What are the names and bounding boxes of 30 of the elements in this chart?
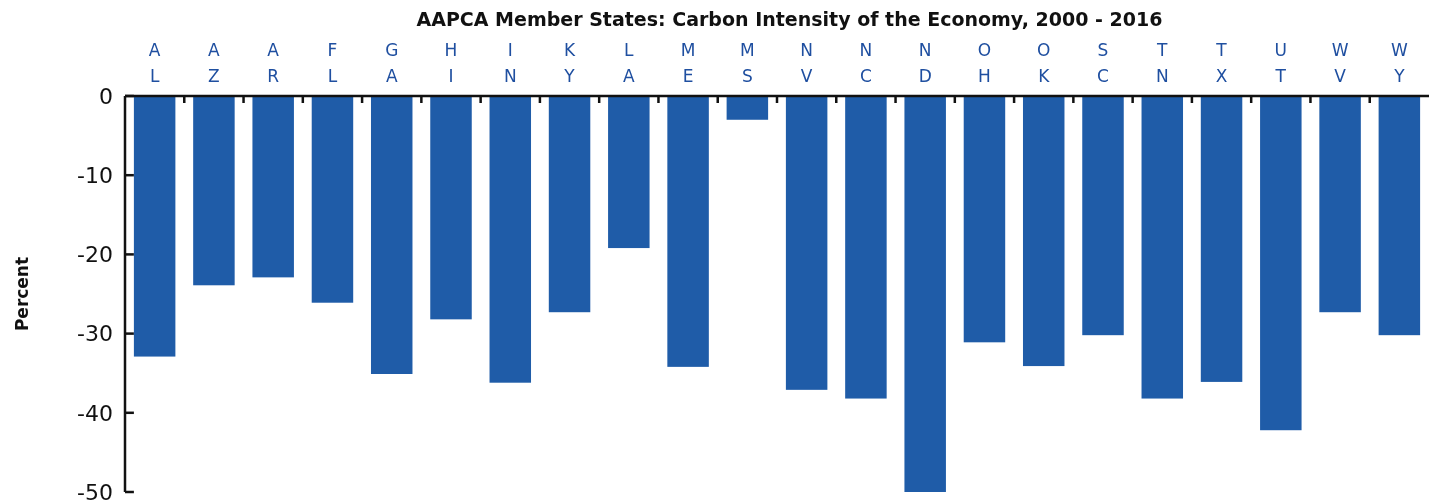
y-tick-label: 0 (99, 83, 113, 109)
x-tick-label: OK (1037, 40, 1051, 86)
x-tick-label: OH (977, 40, 992, 86)
y-axis-title: Percent (12, 256, 32, 332)
x-tick-label: IN (503, 40, 517, 86)
x-tick-label: NV (800, 40, 813, 86)
x-tick-label: AZ (208, 40, 221, 86)
x-tick-label: AR (267, 40, 280, 86)
x-tick-label: FL (327, 40, 338, 86)
x-tick-label: HI (444, 40, 458, 86)
x-tick-label: KY (563, 40, 576, 86)
x-tick-label: GA (385, 40, 399, 86)
x-tick-label: WY (1390, 40, 1408, 86)
y-tick-label: -30 (77, 321, 113, 347)
x-tick-label: WV (1331, 40, 1349, 86)
y-tick-label: -10 (77, 162, 113, 188)
y-tick-label: -40 (77, 400, 113, 426)
y-tick-label: -20 (77, 242, 113, 268)
x-tick-label: ND (918, 40, 932, 86)
x-tick-label: LA (623, 40, 635, 86)
x-tick-label: TN (1155, 40, 1169, 86)
chart-title: AAPCA Member States: Carbon Intensity of the Economy, 2000 - 2016 (416, 8, 1163, 30)
x-tick-label: UT (1274, 40, 1288, 86)
x-tick-label: SC (1097, 40, 1109, 86)
y-tick-label: -50 (77, 479, 113, 504)
x-tick-label: ME (680, 40, 696, 86)
x-tick-label: MS (740, 40, 755, 86)
x-tick-label: TX (1215, 40, 1228, 86)
x-tick-label: NC (859, 40, 873, 86)
x-tick-label: AL (148, 40, 161, 86)
